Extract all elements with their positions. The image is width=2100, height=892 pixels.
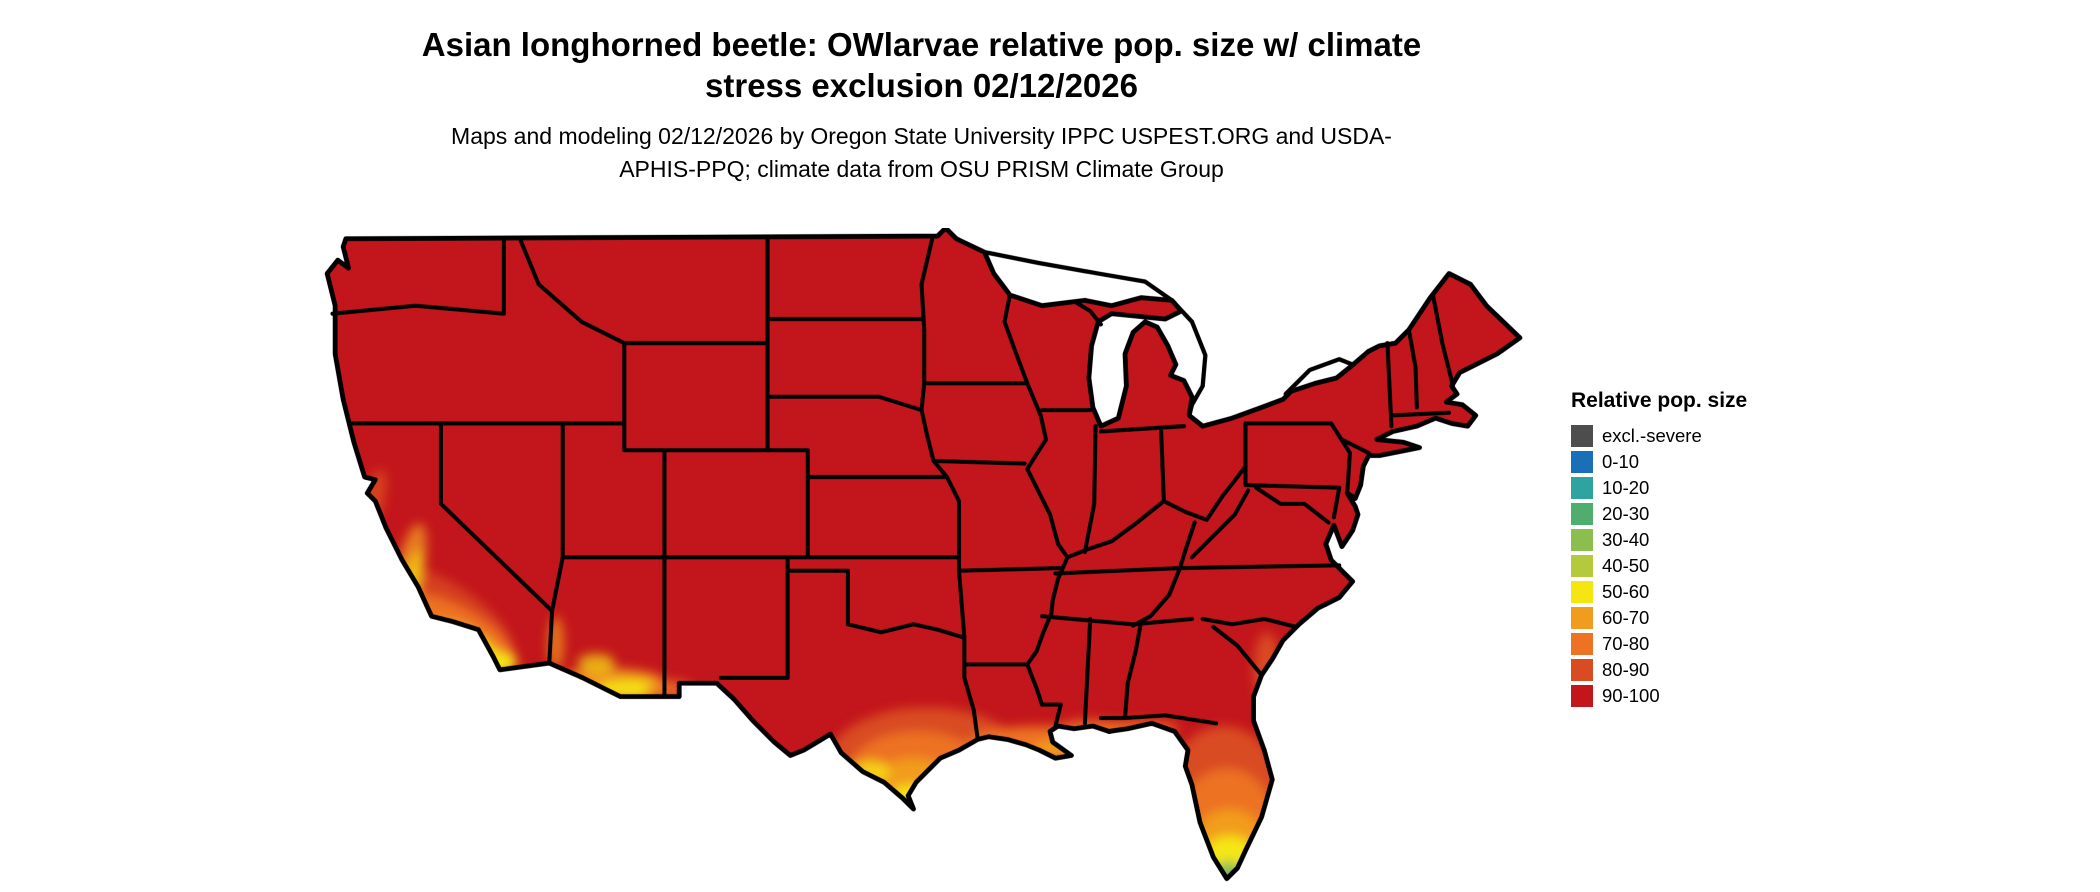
- page-title: Asian longhorned beetle: OWlarvae relati…: [421, 26, 1422, 104]
- legend-swatch: [1571, 451, 1593, 473]
- legend-row: 90-100: [1571, 685, 1831, 707]
- legend-item-label: excl.-severe: [1602, 425, 1702, 446]
- legend-item-label: 20-30: [1602, 503, 1650, 524]
- legend-swatch: [1571, 503, 1593, 525]
- legend-item-label: 90-100: [1602, 685, 1660, 706]
- legend-item-label: 60-70: [1602, 607, 1650, 628]
- legend-row: 80-90: [1571, 659, 1831, 681]
- page-subtitle: Maps and modeling 02/12/2026 by Oregon S…: [451, 123, 1392, 182]
- state-borders: [330, 236, 1456, 742]
- us-map: [308, 228, 1527, 884]
- legend-row: excl.-severe: [1571, 425, 1831, 447]
- legend-swatch: [1571, 425, 1593, 447]
- legend: Relative pop. size excl.-severe 0-10 10-…: [1571, 389, 1831, 711]
- legend-list: excl.-severe 0-10 10-20 20-30: [1571, 425, 1831, 707]
- legend-item-label: 40-50: [1602, 555, 1650, 576]
- legend-swatch: [1571, 685, 1593, 707]
- legend-swatch: [1571, 555, 1593, 577]
- legend-row: 10-20: [1571, 477, 1831, 499]
- legend-swatch: [1571, 581, 1593, 603]
- legend-row: 0-10: [1571, 451, 1831, 473]
- legend-row: 70-80: [1571, 633, 1831, 655]
- legend-row: 30-40: [1571, 529, 1831, 551]
- legend-item-label: 70-80: [1602, 633, 1650, 654]
- legend-title: Relative pop. size: [1571, 389, 1748, 412]
- title-block: Asian longhorned beetle: OWlarvae relati…: [0, 24, 1843, 186]
- us-map-svg: [308, 228, 1527, 884]
- legend-swatch: [1571, 633, 1593, 655]
- legend-item-label: 80-90: [1602, 659, 1650, 680]
- legend-item-label: 10-20: [1602, 477, 1650, 498]
- legend-item-label: 50-60: [1602, 581, 1650, 602]
- legend-swatch: [1571, 659, 1593, 681]
- phoenix-50-60: [577, 653, 615, 673]
- legend-item-label: 0-10: [1602, 451, 1640, 472]
- legend-swatch: [1571, 477, 1593, 499]
- legend-row: 40-50: [1571, 555, 1831, 577]
- legend-row: 20-30: [1571, 503, 1831, 525]
- legend-swatch: [1571, 529, 1593, 551]
- legend-row: 60-70: [1571, 607, 1831, 629]
- legend-swatch: [1571, 607, 1593, 629]
- legend-row: 50-60: [1571, 581, 1831, 603]
- legend-item-label: 30-40: [1602, 529, 1650, 550]
